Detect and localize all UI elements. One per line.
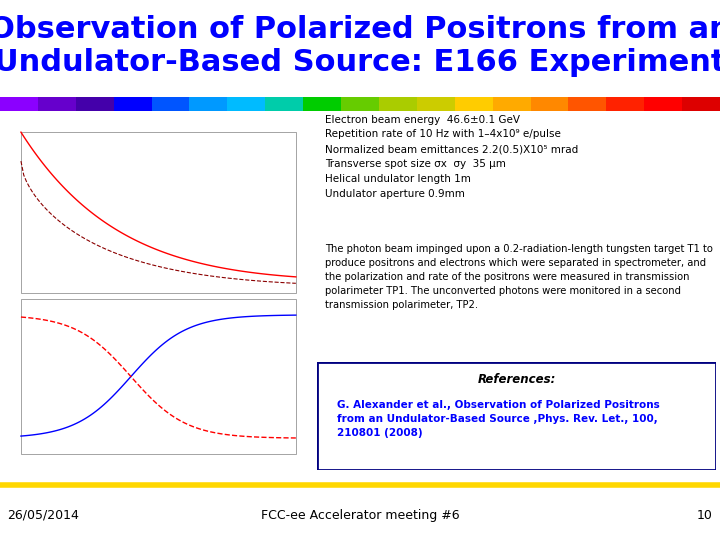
Bar bbox=[189, 97, 228, 111]
Bar bbox=[682, 97, 720, 111]
Bar bbox=[455, 97, 492, 111]
Bar bbox=[417, 97, 455, 111]
Text: The photon beam impinged upon a 0.2-radiation-length tungsten target T1 to produ: The photon beam impinged upon a 0.2-radi… bbox=[325, 244, 713, 310]
Bar bbox=[38, 97, 76, 111]
Bar bbox=[228, 97, 265, 111]
Bar bbox=[265, 97, 303, 111]
Bar bbox=[76, 97, 114, 111]
Text: References:: References: bbox=[477, 373, 556, 386]
Bar bbox=[0, 97, 38, 111]
Bar bbox=[303, 97, 341, 111]
Bar bbox=[21, 299, 296, 454]
Text: G. Alexander et al., Observation of Polarized Positrons
from an Undulator-Based : G. Alexander et al., Observation of Pola… bbox=[337, 400, 660, 437]
Bar bbox=[152, 97, 189, 111]
Bar bbox=[568, 97, 606, 111]
Text: Electron beam energy  46.6±0.1 GeV
Repetition rate of 10 Hz with 1–4x10⁹ e/pulse: Electron beam energy 46.6±0.1 GeV Repeti… bbox=[325, 114, 578, 199]
Bar bbox=[379, 97, 417, 111]
Bar bbox=[21, 132, 296, 293]
Text: Observation of Polarized Positrons from an
Undulator-Based Source: E166 Experime: Observation of Polarized Positrons from … bbox=[0, 15, 720, 77]
Text: 10: 10 bbox=[697, 509, 713, 522]
Bar bbox=[606, 97, 644, 111]
Bar bbox=[644, 97, 682, 111]
Bar bbox=[341, 97, 379, 111]
Bar bbox=[114, 97, 152, 111]
Text: 26/05/2014: 26/05/2014 bbox=[7, 509, 79, 522]
Bar bbox=[492, 97, 531, 111]
Bar bbox=[531, 97, 568, 111]
Text: FCC-ee Accelerator meeting #6: FCC-ee Accelerator meeting #6 bbox=[261, 509, 459, 522]
